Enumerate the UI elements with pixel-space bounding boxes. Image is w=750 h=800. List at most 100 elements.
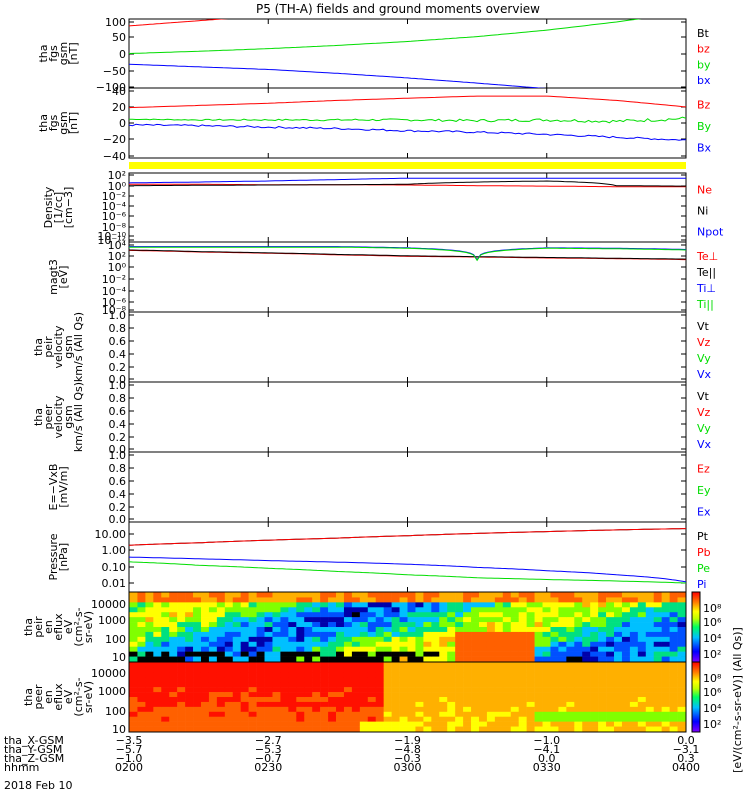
spectrogram-cell [343,706,353,713]
spectrogram-cell [534,612,543,618]
spectrogram-cell [645,656,655,662]
spectrogram-cell [208,701,218,708]
spectrogram-cell [129,627,138,633]
spectrogram-cell [248,662,257,668]
spectrogram-cell [653,636,662,643]
spectrogram-cell [153,636,162,643]
spectrogram-cell [494,687,504,693]
spectrogram-cell [272,697,281,703]
spectrogram-cell [478,726,488,732]
spectrogram-cell [391,646,400,652]
spectrogram-cell [336,687,345,693]
spectrogram-cell [240,597,249,603]
y-tick-label: 10⁻⁴ [102,200,127,213]
spectrogram-cell [375,677,384,683]
spectrogram-cell [351,701,361,708]
series-line [129,63,546,88]
colorbar [691,661,701,733]
spectrogram-cell [471,662,480,668]
spectrogram-cell [471,721,480,727]
spectrogram-cell [582,682,591,688]
spectrogram-cell [367,646,377,652]
spectrogram-cell [248,612,257,618]
spectrogram-cell [145,701,154,708]
spectrogram-cell [224,607,234,613]
spectrogram-cell [129,721,138,727]
spectrogram-cell [137,612,146,618]
yellow-separator-bar [129,162,686,169]
spectrogram-cell [193,612,202,618]
spectrogram-cell [343,682,353,688]
spectrogram-cell [399,711,408,718]
spectrogram-cell [280,636,289,643]
spectrogram-cell [669,677,678,683]
spectrogram-cell [367,617,377,623]
spectrogram-cell [502,706,512,713]
spectrogram-cell [216,646,226,652]
spectrogram-cell [224,697,234,703]
spectrogram-cell [256,726,265,732]
spectrogram-cell [550,607,559,613]
spectrogram-cell [383,682,392,688]
spectrogram-cell [375,667,384,673]
y-axis-label: tha [37,44,50,62]
spectrogram-cell [351,682,361,688]
spectrogram-cell [629,597,639,603]
spectrogram-cell [240,631,249,638]
legend-entry: Vz [697,336,711,349]
spectrogram-cell [240,622,249,628]
spectrogram-cell [328,656,337,662]
series-group [129,177,686,188]
spectrogram-cell [455,622,464,628]
spectrogram-cell [534,687,543,693]
spectrogram-cell [367,716,377,722]
spectrogram-cell [471,701,480,708]
spectrogram-cell [336,711,345,718]
spectrogram-cell [200,617,210,623]
spectrogram-cell [248,721,257,727]
spectrogram-cell [550,592,559,598]
spectrogram-cell [606,677,615,683]
spectrogram-cell [502,687,512,693]
spectrogram-cell [304,592,313,598]
spectrogram-cell [478,622,488,628]
spectrogram-cell [367,692,377,698]
spectrogram-cell [439,701,448,708]
spectrogram-cell [312,622,321,628]
spectrogram-cell [471,602,480,608]
spectrogram-cell [256,662,265,668]
spectrogram-cell [216,711,226,718]
spectrogram-cell [645,697,655,703]
spectrogram-cell [542,592,551,598]
spectrogram-cell [661,602,670,608]
spectrogram-cell [423,641,432,648]
spectrogram-cell [574,706,583,713]
spectrogram-cell [328,697,337,703]
spectrogram-cell [304,612,313,618]
spectrogram-cell [399,677,408,683]
spectrogram-cell [447,617,456,623]
y-tick-label: 10 [112,651,126,664]
spectrogram-cell [137,656,146,662]
spectrogram-cell [661,636,670,643]
spectrogram-cell [653,627,662,633]
spectrogram-cell [240,607,249,613]
spectrogram-cell [177,636,186,643]
y-axis-label: gsm [57,111,70,134]
spectrogram-cell [328,687,337,693]
spectrogram-cell [391,656,400,662]
spectrogram-cell [542,617,551,623]
spectrogram-cell [463,612,472,618]
spectrogram-cell [590,612,599,618]
spectrogram-cell [224,701,234,708]
spectrogram-cell [351,622,361,628]
spectrogram-cell [606,651,615,657]
spectrogram-cell [185,662,194,668]
spectrogram-cell [534,682,543,688]
spectrogram-cell [391,706,400,713]
spectrogram-cell [415,622,424,628]
spectrogram-cell [216,697,226,703]
spectrogram-cell [367,672,377,678]
legend-entry: Ni [697,205,708,218]
spectrogram-cell [637,721,647,727]
